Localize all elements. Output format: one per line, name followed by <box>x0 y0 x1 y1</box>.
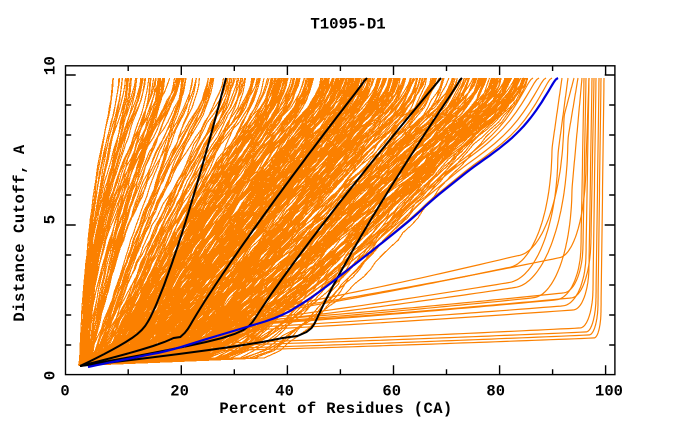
svg-text:20: 20 <box>170 383 189 401</box>
svg-text:0: 0 <box>41 371 59 381</box>
svg-text:0: 0 <box>60 383 69 401</box>
svg-text:Percent of Residues (CA): Percent of Residues (CA) <box>219 400 452 418</box>
svg-text:40: 40 <box>275 383 294 401</box>
svg-text:60: 60 <box>382 383 401 401</box>
svg-text:Distance Cutoff, A: Distance Cutoff, A <box>11 144 29 321</box>
svg-text:T1095-D1: T1095-D1 <box>310 15 385 33</box>
svg-text:100: 100 <box>595 383 623 401</box>
svg-text:10: 10 <box>41 56 59 75</box>
svg-text:80: 80 <box>486 383 505 401</box>
svg-text:5: 5 <box>41 215 59 225</box>
